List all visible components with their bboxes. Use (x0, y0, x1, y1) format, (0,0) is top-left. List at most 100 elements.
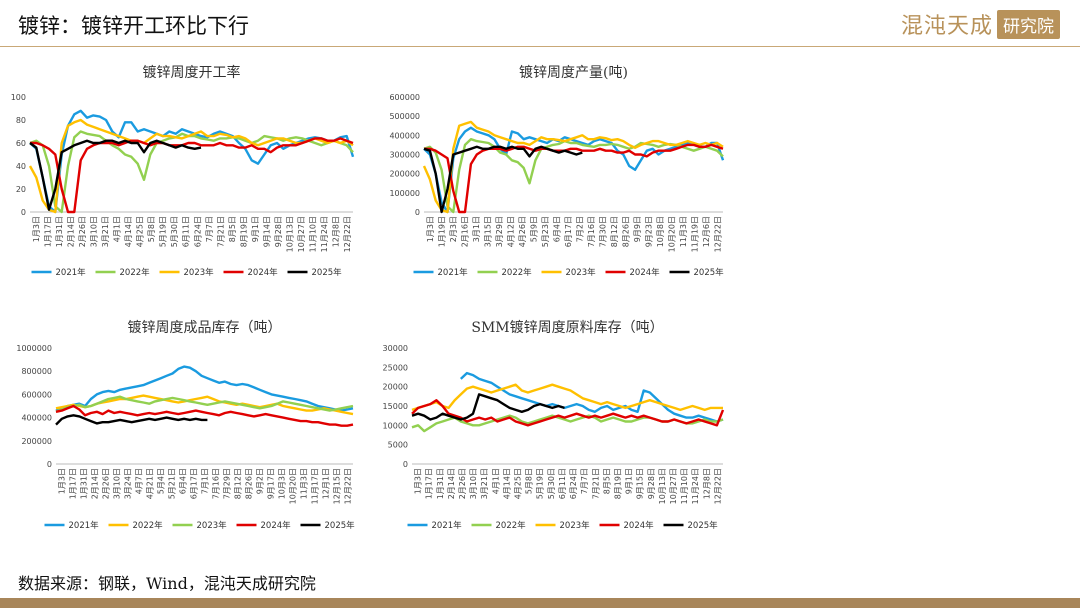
x-tick-label: 1月31日 (55, 216, 64, 247)
x-tick-label: 3月21日 (101, 216, 110, 247)
x-tick-label: 4月14日 (124, 216, 133, 247)
x-tick-label: 5月8日 (147, 216, 156, 242)
x-tick-label: 9月23日 (644, 216, 653, 247)
x-tick-label: 3月21日 (480, 468, 489, 499)
x-tick-label: 4月25日 (514, 468, 523, 499)
x-tick-label: 12月22日 (344, 468, 353, 504)
y-tick-label: 200000 (389, 170, 420, 179)
x-tick-label: 9月1日 (251, 216, 260, 242)
x-tick-label: 8月12日 (234, 468, 243, 499)
y-tick-label: 15000 (383, 402, 408, 411)
x-tick-label: 8月19日 (613, 468, 622, 499)
legend-label: 2023年 (197, 520, 228, 531)
legend-label: 2023年 (560, 520, 591, 531)
y-tick-label: 1000000 (16, 344, 52, 353)
legend-label: 2024年 (248, 267, 279, 278)
x-tick-label: 11月3日 (300, 468, 309, 499)
series-line-2025年 (55, 414, 208, 426)
x-tick-label: 9月15日 (636, 468, 645, 499)
x-tick-label: 8月26日 (621, 216, 630, 247)
y-tick-label: 10000 (383, 421, 408, 430)
series-line-2021年 (29, 109, 355, 214)
x-tick-label: 1月17日 (43, 216, 52, 247)
x-tick-label: 9月28日 (274, 216, 283, 247)
x-tick-label: 5月19日 (159, 216, 168, 247)
x-tick-label: 7月1日 (201, 468, 210, 494)
x-tick-label: 2月16日 (460, 216, 469, 247)
x-tick-label: 5月30日 (547, 468, 556, 499)
x-tick-label: 8月19日 (239, 216, 248, 247)
x-tick-label: 6月4日 (179, 468, 188, 494)
x-tick-label: 12月8日 (332, 216, 341, 247)
x-tick-label: 6月24日 (193, 216, 202, 247)
x-tick-label: 4月14日 (502, 468, 511, 499)
x-tick-label: 1月3日 (58, 468, 67, 494)
y-tick-label: 500000 (389, 112, 420, 121)
chart-panel-finished-inventory: 镀锌周度成品库存（吨） 0 200000 400000 600000 800000 1000… (8, 310, 358, 550)
y-tick-label: 600000 (21, 390, 52, 399)
x-tick-label: 10月13日 (658, 468, 667, 504)
y-tick-label: 60 (16, 139, 26, 148)
x-tick-label: 7月16日 (587, 216, 596, 247)
legend-label: 2023年 (184, 267, 215, 278)
x-tick-label: 7月21日 (591, 468, 600, 499)
x-tick-label: 1月17日 (69, 468, 78, 499)
x-tick-label: 5月21日 (168, 468, 177, 499)
x-tick-label: 7月30日 (598, 216, 607, 247)
x-tick-label: 2月14日 (66, 216, 75, 247)
x-tick-label: 7月7日 (580, 468, 589, 494)
x-tick-label: 10月27日 (297, 216, 306, 252)
x-tick-label: 9月17日 (267, 468, 276, 499)
logo-box: 研究院 (997, 9, 1060, 39)
x-tick-label: 3月1日 (472, 216, 481, 242)
x-tick-label: 5月23日 (541, 216, 550, 247)
data-source: 数据来源：钢联，Wind，混沌天成研究院 (18, 574, 316, 593)
series-line-2023年 (411, 383, 723, 412)
x-tick-label: 5月30日 (170, 216, 179, 247)
legend-label: 2025年 (325, 520, 356, 531)
x-tick-label: 11月24日 (320, 216, 329, 252)
y-tick-label: 80 (16, 116, 26, 125)
brand-logo: 混沌天成 研究院 (901, 8, 1060, 40)
legend-label: 2022年 (496, 520, 527, 531)
legend-label: 2021年 (432, 520, 463, 531)
y-tick-label: 200000 (21, 437, 52, 446)
chart-panel-operating-rate: 镀锌周度开工率 0 20 40 60 80 100 1月3日 1月17日 1月31日 2月14日 2月… (8, 55, 358, 295)
chart-title: SMM镀锌周度原料库存（吨） (471, 319, 663, 336)
legend-label: 2022年 (120, 267, 151, 278)
x-tick-label: 9月1日 (625, 468, 634, 494)
logo-text: 混沌天成 (900, 14, 993, 39)
x-tick-label: 5月9日 (529, 216, 538, 242)
y-tick-label: 30000 (383, 344, 408, 353)
chart-title: 镀锌周度开工率 (143, 64, 241, 81)
x-tick-label: 11月19日 (690, 216, 699, 252)
x-tick-label: 11月17日 (311, 468, 320, 504)
y-tick-label: 20 (16, 185, 26, 194)
x-tick-label: 11月24日 (691, 468, 700, 504)
legend-label: 2023年 (566, 267, 597, 278)
page-title: 镀锌：镀锌开工环比下行 (18, 14, 249, 38)
x-tick-label: 4月1日 (113, 216, 122, 242)
y-tick-label: 400000 (21, 414, 52, 423)
chart-raw-inventory: SMM镀锌周度原料库存（吨） 0 5000 10000 15000 20000 25000 3… (383, 319, 725, 531)
series-line-2021年 (55, 365, 354, 412)
chart-operating-rate: 镀锌周度开工率 0 20 40 60 80 100 1月3日 1月17日 1月31日 2月14日 2月… (11, 64, 355, 278)
y-tick-label: 20000 (383, 383, 408, 392)
series-line-2024年 (424, 143, 724, 214)
y-tick-label: 5000 (388, 441, 408, 450)
x-tick-label: 9月28日 (647, 468, 656, 499)
x-tick-label: 10月3日 (278, 468, 287, 499)
series-line-2024年 (55, 404, 354, 427)
legend-label: 2022年 (502, 267, 533, 278)
footer-bar (0, 598, 1080, 608)
x-tick-label: 5月8日 (525, 468, 534, 494)
x-tick-label: 10月20日 (667, 216, 676, 252)
x-tick-label: 3月10日 (89, 216, 98, 247)
series-line-2021年 (423, 126, 725, 214)
x-tick-label: 8月12日 (610, 216, 619, 247)
series-line-2021年 (459, 371, 724, 423)
x-tick-label: 4月26日 (518, 216, 527, 247)
x-tick-label: 11月3日 (679, 216, 688, 247)
x-tick-label: 3月29日 (495, 216, 504, 247)
y-tick-label: 0 (403, 460, 408, 469)
